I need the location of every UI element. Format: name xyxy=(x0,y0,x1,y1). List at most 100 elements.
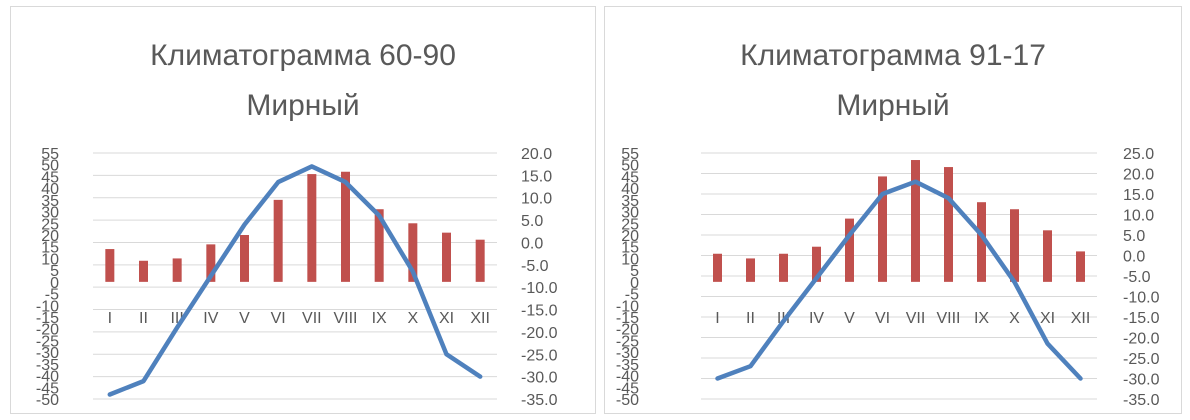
right-axis-tick-label: 25.0 xyxy=(1123,146,1154,163)
right-axis-tick-label: 5.0 xyxy=(521,213,543,230)
left-axis-tick-label: -35 xyxy=(36,357,59,374)
left-axis-tick-label: 25 xyxy=(41,216,59,233)
left-axis-tick-label: 15 xyxy=(621,240,639,257)
left-axis-tick-label: 25 xyxy=(621,216,639,233)
category-label: VI xyxy=(875,310,890,327)
category-label: X xyxy=(1009,310,1020,327)
right-axis-tick-label: -35.0 xyxy=(521,392,558,409)
right-axis-tick-label: -15.0 xyxy=(1123,310,1160,327)
category-label: XI xyxy=(439,310,454,327)
left-axis-tick-label: 45 xyxy=(621,169,639,186)
precipitation-bar xyxy=(812,246,821,282)
chart-plot-area: 5550454035302520151050-5-10-15-20-25-30-… xyxy=(616,146,1160,409)
right-axis-tick-label: 10.0 xyxy=(1123,208,1154,225)
right-axis-tick-label: 15.0 xyxy=(521,168,552,185)
precipitation-bar xyxy=(878,176,887,282)
category-label: VII xyxy=(302,310,322,327)
left-axis-tick-label: 10 xyxy=(621,251,639,268)
category-label: VIII xyxy=(333,310,357,327)
right-axis-tick-label: -20.0 xyxy=(1123,331,1160,348)
right-axis-tick-label: 20.0 xyxy=(521,146,552,163)
chart-title-line-1: Климатограмма 91-17 xyxy=(740,39,1046,72)
right-axis-tick-label: -30.0 xyxy=(521,370,558,387)
left-axis-tick-label: 50 xyxy=(41,158,59,175)
chart-panel-1960-1990: Климатограмма 60-90 Мирный 55 50 45 40 35 30 2… xyxy=(10,6,596,414)
precipitation-bar xyxy=(341,171,350,282)
precipitation-bar xyxy=(944,167,953,282)
chart-title-line-1: Климатограмма 60-90 xyxy=(150,39,456,72)
left-axis-tick-label: 15 xyxy=(41,240,59,257)
precipitation-bar xyxy=(240,235,249,282)
left-axis-tick-label: 20 xyxy=(41,228,59,245)
right-axis-tick-label: -10.0 xyxy=(1123,290,1160,307)
category-label: VI xyxy=(271,310,286,327)
left-axis-tick-label: -45 xyxy=(36,380,59,397)
right-axis-tick-label: -5.0 xyxy=(521,258,549,275)
precipitation-bar xyxy=(374,209,384,282)
left-axis-tick-label: -40 xyxy=(36,369,59,386)
category-label: II xyxy=(139,310,148,327)
precipitation-bar xyxy=(172,258,182,282)
category-label: V xyxy=(844,310,855,327)
chart-plot-area: 5550454035302520151050-5-10-15-20-25-30-… xyxy=(36,146,558,409)
left-axis-tick-label: 5 xyxy=(50,263,59,280)
precipitation-bar xyxy=(779,253,788,282)
left-axis-tick-label: -35 xyxy=(616,357,639,374)
left-axis-tick-label: 0 xyxy=(50,275,59,292)
left-axis-tick-label: 5 xyxy=(630,263,639,280)
category-label: XII xyxy=(1071,310,1091,327)
left-axis-tick-label: -25 xyxy=(36,333,59,350)
temperature-line xyxy=(715,179,1083,381)
left-axis-tick-label: 0 xyxy=(630,275,639,292)
precipitation-bar xyxy=(408,223,418,282)
right-axis-tick-label: 20.0 xyxy=(1123,167,1154,184)
left-axis-tick-label: 45 xyxy=(41,169,59,186)
left-axis-tick-label: -50 xyxy=(616,392,639,409)
category-label: IX xyxy=(372,310,387,327)
temperature-line xyxy=(107,164,483,397)
left-axis-tick-label: 35 xyxy=(41,193,59,210)
left-axis-tick-label: -50 xyxy=(36,392,59,409)
category-label: I xyxy=(108,310,112,327)
right-axis-tick-label: -15.0 xyxy=(521,303,558,320)
chart-title-line-2: Мирный xyxy=(246,89,360,122)
chart-title: Климатограмма 60-90 Мирный xyxy=(11,31,595,131)
right-axis-tick-label: 0.0 xyxy=(521,235,543,252)
left-axis-tick-label: 40 xyxy=(41,181,59,198)
right-axis-tick-label: 0.0 xyxy=(1123,249,1145,266)
precipitation-bar xyxy=(1076,251,1085,282)
chart-panel-1991-2017: Климатограмма 91-17 Мирный 55 50 45 40 35 30 2… xyxy=(604,6,1182,414)
category-label: X xyxy=(407,310,418,327)
category-label: IV xyxy=(809,310,824,327)
precipitation-bar xyxy=(977,202,986,282)
precipitation-bar xyxy=(206,244,216,282)
left-axis-tick-label: 55 xyxy=(41,146,59,163)
left-axis-tick-label: -15 xyxy=(36,310,59,327)
left-axis-tick-label: -20 xyxy=(36,322,59,339)
left-axis-tick-label: -10 xyxy=(36,298,59,315)
category-label: XI xyxy=(1040,310,1055,327)
category-label: VIII xyxy=(936,310,960,327)
left-axis-tick-label: 50 xyxy=(621,158,639,175)
right-axis-tick-label: -25.0 xyxy=(1123,351,1160,368)
left-axis-tick-label: 55 xyxy=(621,146,639,163)
precipitation-bar xyxy=(139,260,148,282)
right-axis-tick-label: 10.0 xyxy=(521,191,552,208)
left-axis-tick-label: -30 xyxy=(36,345,59,362)
precipitation-bar xyxy=(911,160,920,282)
precipitation-bar xyxy=(273,199,283,282)
category-label: XII xyxy=(470,310,490,327)
right-axis-tick-label: -25.0 xyxy=(521,347,558,364)
right-axis-tick-label: -5.0 xyxy=(1123,269,1151,286)
right-axis-tick-label: -10.0 xyxy=(521,280,558,297)
category-label: II xyxy=(746,310,755,327)
left-axis-tick-label: -10 xyxy=(616,298,639,315)
right-axis-tick-label: -30.0 xyxy=(1123,372,1160,389)
precipitation-bar xyxy=(746,258,755,282)
right-axis-tick-label: -20.0 xyxy=(521,325,558,342)
left-axis-tick-label: 30 xyxy=(41,205,59,222)
precipitation-bar xyxy=(1010,209,1019,282)
precipitation-bar xyxy=(845,218,854,282)
left-axis-tick-label: -45 xyxy=(616,380,639,397)
left-axis-tick-label: -40 xyxy=(616,369,639,386)
